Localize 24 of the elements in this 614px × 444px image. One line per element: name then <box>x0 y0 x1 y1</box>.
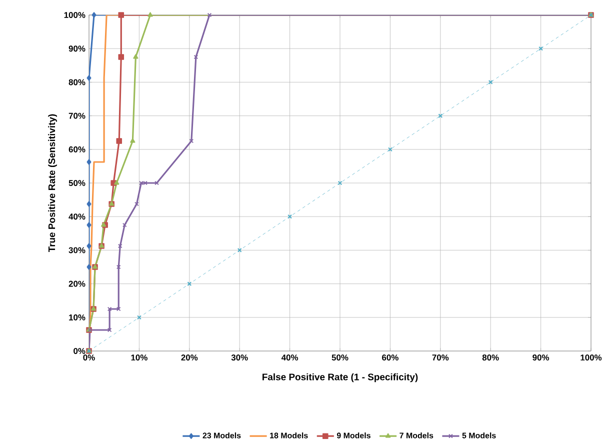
x-tick-label: 40% <box>281 354 298 361</box>
x-tick-label: 50% <box>332 354 348 361</box>
y-tick-label: 60% <box>68 146 86 152</box>
x-tick-label: 60% <box>382 354 398 361</box>
y-tick-label: 0% <box>74 348 86 354</box>
y-tick-label: 80% <box>68 79 86 86</box>
y-tick-label: 70% <box>68 112 86 119</box>
y-tick-label: 90% <box>68 46 86 52</box>
y-tick-label: 20% <box>68 280 86 287</box>
x-tick-label: 100% <box>580 354 602 361</box>
y-tick-label: 10% <box>69 314 86 320</box>
y-tick-label: 40% <box>68 214 86 220</box>
x-tick-label: 70% <box>432 354 449 361</box>
x-tick-label: 10% <box>131 354 148 361</box>
y-tick-label: 50% <box>68 180 86 186</box>
y-tick-label: 100% <box>64 12 86 18</box>
x-tick-label: 0% <box>83 354 95 361</box>
x-tick-label: 80% <box>482 354 499 361</box>
x-tick-label: 20% <box>181 354 198 361</box>
x-tick-label: 90% <box>532 354 550 361</box>
y-axis-title: True Positive Rate (Sensitivity) <box>48 114 57 252</box>
x-tick-label: 30% <box>231 354 248 361</box>
y-tick-label: 30% <box>68 247 86 254</box>
x-axis-title: False Positive Rate (1 - Specificity) <box>262 373 418 382</box>
